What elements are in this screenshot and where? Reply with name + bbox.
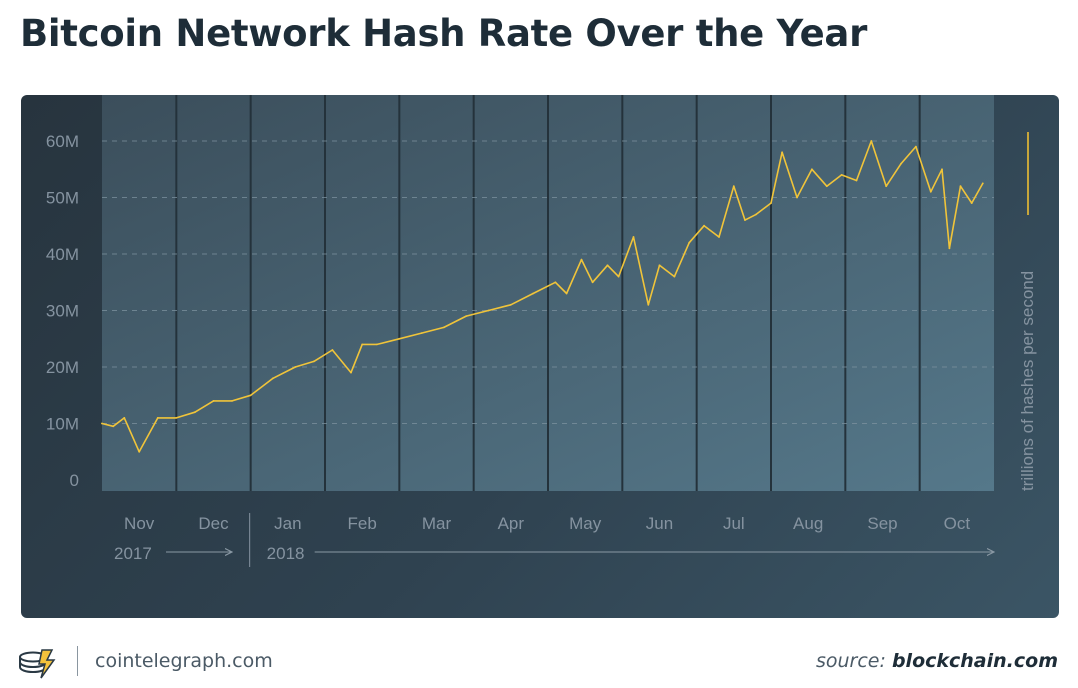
data-point <box>443 326 445 329</box>
x-tick-label-jun: Jun <box>646 514 673 533</box>
site-name[interactable]: cointelegraph.com <box>95 650 273 672</box>
data-point <box>194 411 196 414</box>
data-point <box>688 241 691 244</box>
source-prefix: source: <box>815 650 886 672</box>
year-label-2018: 2018 <box>267 544 305 563</box>
data-point <box>249 394 252 397</box>
data-point <box>718 236 720 238</box>
data-point <box>703 224 705 227</box>
data-point <box>123 417 126 419</box>
data-point <box>647 303 650 306</box>
y-tick-label: 0 <box>70 471 79 490</box>
series-lines <box>101 140 984 453</box>
x-tick-label-sep: Sep <box>867 514 897 533</box>
data-point <box>532 292 534 295</box>
data-point <box>915 145 917 148</box>
data-point <box>840 174 843 176</box>
data-point <box>554 281 557 284</box>
data-point <box>811 168 813 171</box>
data-point <box>825 185 828 188</box>
cointelegraph-logo-icon <box>19 649 56 679</box>
year-label-2017: 2017 <box>114 544 152 563</box>
source-name: blockchain.com <box>891 650 1058 672</box>
data-point <box>331 349 334 351</box>
data-point <box>606 264 609 267</box>
data-point <box>744 219 746 221</box>
y-tick-label: 60M <box>46 132 79 151</box>
data-point <box>591 281 594 284</box>
x-tick-label-aug: Aug <box>793 514 823 533</box>
data-point <box>981 182 984 185</box>
data-point <box>658 264 661 267</box>
data-point <box>755 213 757 216</box>
data-point <box>231 400 234 402</box>
x-tick-label-oct: Oct <box>944 514 971 533</box>
data-point <box>959 185 962 188</box>
x-tick-label-may: May <box>569 514 602 533</box>
data-point <box>580 258 583 261</box>
data-point <box>855 179 858 182</box>
y-tick-label: 30M <box>46 302 79 321</box>
x-tick-label-nov: Nov <box>124 514 155 533</box>
data-point <box>138 450 141 453</box>
data-point <box>948 247 951 250</box>
x-tick-label-apr: Apr <box>498 514 525 533</box>
y-tick-label: 10M <box>46 415 79 434</box>
vertical-gridlines <box>175 95 921 491</box>
data-point <box>350 371 352 374</box>
data-point <box>509 303 512 306</box>
data-point <box>361 343 364 346</box>
data-point <box>212 400 215 402</box>
chart-title: Bitcoin Network Hash Rate Over the Year <box>20 12 868 55</box>
data-point <box>941 168 943 171</box>
data-point <box>313 360 315 363</box>
data-point <box>175 417 178 419</box>
data-point <box>398 337 401 340</box>
data-point <box>420 332 423 334</box>
data-point <box>272 377 274 380</box>
y-axis-tick-labels: 0 10M 20M 30M 40M 50M 60M <box>46 132 79 490</box>
y-tick-label: 40M <box>46 245 79 264</box>
data-point <box>770 202 772 204</box>
y-tick-label: 50M <box>46 189 79 208</box>
x-tick-label-jan: Jan <box>274 514 301 533</box>
data-point <box>796 196 798 199</box>
y-tick-label: 20M <box>46 358 79 377</box>
hash-rate-chart: 0 10M 20M 30M 40M 50M 60M Nov Dec Jan Feb Mar Apr Ma… <box>46 95 1037 567</box>
data-point <box>465 315 468 317</box>
footer-divider <box>77 646 78 676</box>
data-point <box>617 275 620 278</box>
y-axis-title: trillions of hashes per second <box>1018 271 1037 491</box>
data-point <box>112 425 115 428</box>
data-point <box>900 162 902 165</box>
footer: cointelegraph.com source: blockchain.com <box>0 632 1078 688</box>
x-axis-month-labels: Nov Dec Jan Feb Mar Apr May Jun Jul Aug Sep Oct <box>124 514 970 533</box>
data-point <box>885 185 888 188</box>
data-point <box>565 292 568 295</box>
x-tick-label-jul: Jul <box>723 514 745 533</box>
data-point <box>732 185 735 188</box>
data-point <box>487 309 490 312</box>
data-point <box>101 422 103 425</box>
chart-card: 0 10M 20M 30M 40M 50M 60M Nov Dec Jan Feb Mar Apr Ma… <box>21 95 1059 618</box>
data-point <box>632 236 635 238</box>
x-tick-label-mar: Mar <box>422 514 452 533</box>
source-credit: source: blockchain.com <box>816 650 1058 672</box>
x-tick-label-feb: Feb <box>348 514 377 533</box>
data-point <box>294 366 297 368</box>
year-axis: 2017 2018 <box>114 513 994 567</box>
horizontal-gridlines <box>102 140 994 424</box>
data-point <box>970 202 973 204</box>
x-tick-label-dec: Dec <box>198 514 229 533</box>
data-point <box>870 140 873 142</box>
data-point <box>376 343 378 346</box>
data-point <box>156 417 159 419</box>
data-point <box>929 190 932 193</box>
data-point <box>673 275 676 278</box>
data-point <box>781 151 783 154</box>
